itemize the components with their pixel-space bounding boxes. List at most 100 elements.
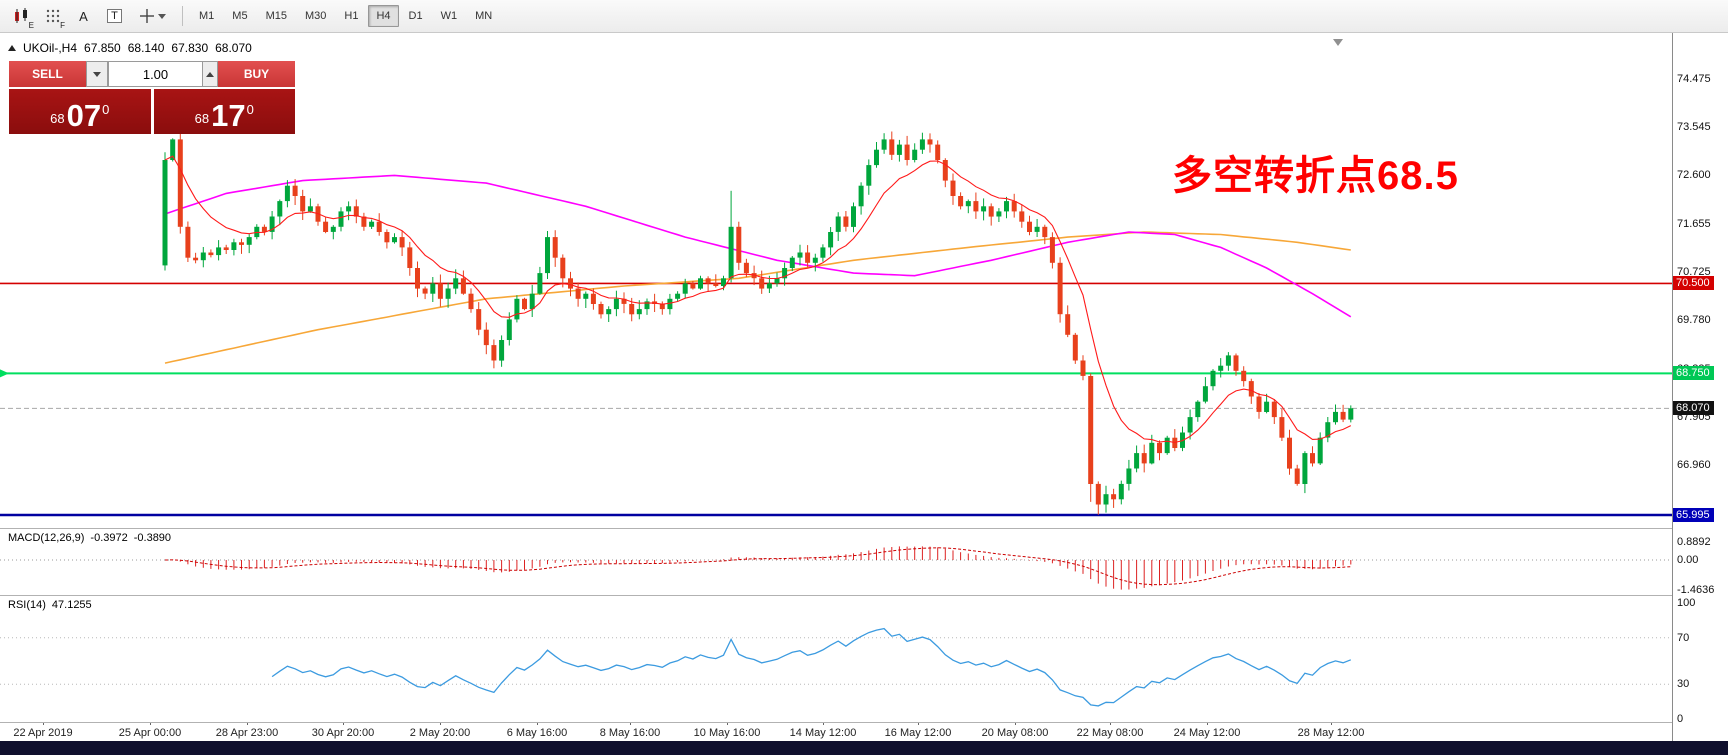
time-tick xyxy=(727,722,728,725)
rsi-pane[interactable] xyxy=(0,595,1672,722)
time-label: 6 May 16:00 xyxy=(506,727,568,739)
chevron-up-icon xyxy=(206,71,214,77)
price-badge-68070: 68.070 xyxy=(1673,401,1714,416)
rsi-label: RSI(14) 47.1255 xyxy=(8,599,92,611)
chevron-down-icon xyxy=(93,71,101,77)
icon-sub-e: E xyxy=(28,20,34,30)
time-tick xyxy=(440,722,441,725)
sell-button[interactable]: SELL xyxy=(9,61,86,87)
ask-price-box[interactable]: 68 17 0 xyxy=(153,89,295,134)
macd-histogram xyxy=(172,546,1352,590)
price-chart-pane[interactable] xyxy=(0,33,1672,528)
ma-red xyxy=(164,155,1352,444)
macd-axis-label: -1.4636 xyxy=(1677,583,1715,596)
indicator-grid-icon[interactable]: F xyxy=(39,4,66,30)
pane-divider-rsi[interactable] xyxy=(0,595,1728,596)
time-tick xyxy=(1110,722,1111,725)
price-scale[interactable]: 74.47573.54572.60071.65570.72569.78068.8… xyxy=(1672,33,1728,741)
ohlc-high: 68.140 xyxy=(127,41,165,55)
title-marker-icon xyxy=(8,45,16,51)
chart-window: UKOil-,H4 67.850 68.140 67.830 68.070 SE… xyxy=(0,33,1728,741)
rsi-name: RSI(14) xyxy=(8,599,46,611)
timeframe-button-MN[interactable]: MN xyxy=(475,10,493,22)
time-label: 22 May 08:00 xyxy=(1076,727,1144,739)
timeframe-button-M5[interactable]: M5 xyxy=(232,10,248,22)
timeframe-button-H4[interactable]: H4 xyxy=(368,5,399,27)
rsi-axis-label: 70 xyxy=(1677,631,1690,644)
toolbar-separator xyxy=(182,6,183,26)
chevron-down-icon xyxy=(157,13,166,19)
timeframe-button-D1[interactable]: D1 xyxy=(408,10,423,22)
symbol-period-label: UKOil-,H4 xyxy=(23,41,78,55)
time-tick xyxy=(1207,722,1208,725)
macd-axis-label: 0.8892 xyxy=(1677,536,1711,548)
rsi-axis-label: 100 xyxy=(1677,597,1696,609)
macd-name: MACD(12,26,9) xyxy=(8,532,85,544)
bid-big-figure: 68 xyxy=(50,111,65,126)
green-line-arrow-icon xyxy=(0,369,9,378)
timeframe-button-H1[interactable]: H1 xyxy=(344,10,359,22)
chart-annotation-text[interactable]: 多空转折点68.5 xyxy=(1172,154,1459,198)
bid-point: 0 xyxy=(102,102,110,117)
ohlc-close: 68.070 xyxy=(215,41,252,55)
text-label-tool-icon[interactable]: A xyxy=(79,8,88,24)
time-label: 10 May 16:00 xyxy=(693,727,761,739)
time-tick xyxy=(150,722,151,725)
volume-increment-button[interactable] xyxy=(203,61,218,87)
cursor-tool-icon[interactable] xyxy=(132,4,172,29)
price-tick-label: 69.780 xyxy=(1677,314,1711,327)
text-box-tool-icon[interactable]: T xyxy=(101,4,128,29)
status-bar xyxy=(0,741,1728,755)
time-tick xyxy=(823,722,824,725)
bid-pips: 07 xyxy=(66,98,102,133)
one-click-trade-panel: SELL 1.00 BUY 68 07 0 68 17 0 xyxy=(9,61,295,134)
timeframe-button-M30[interactable]: M30 xyxy=(304,10,327,22)
rsi-line xyxy=(271,627,1352,707)
ohlc-low: 67.830 xyxy=(171,41,209,55)
time-label: 28 Apr 23:00 xyxy=(215,727,279,739)
ma-magenta xyxy=(164,174,1352,318)
macd-label: MACD(12,26,9) -0.3972 -0.3890 xyxy=(8,532,171,544)
candles-layer xyxy=(162,130,1354,515)
macd-main-value: -0.3972 xyxy=(90,532,128,544)
macd-pane[interactable] xyxy=(0,528,1672,595)
bid-price-box[interactable]: 68 07 0 xyxy=(9,89,151,134)
crosshair-glyph xyxy=(139,9,154,23)
time-label: 14 May 12:00 xyxy=(789,727,857,739)
time-tick xyxy=(537,722,538,725)
buy-button[interactable]: BUY xyxy=(218,61,295,87)
trade-panel-prices: 68 07 0 68 17 0 xyxy=(9,89,295,134)
time-scale[interactable]: 22 Apr 2019 25 Apr 00:00 28 Apr 23:00 30 Ap… xyxy=(0,722,1672,741)
price-tick-label: 74.475 xyxy=(1677,73,1711,85)
time-label: 20 May 08:00 xyxy=(981,727,1049,739)
pane-divider-macd[interactable] xyxy=(0,528,1728,529)
timeframe-toolbar: M1 M5 M15 M30 H1 H4 D1 W1 MN xyxy=(191,5,500,27)
time-tick xyxy=(247,722,248,725)
ask-point: 0 xyxy=(246,102,254,117)
timeframe-button-W1[interactable]: W1 xyxy=(440,10,458,22)
price-tick-label: 72.600 xyxy=(1677,169,1711,182)
timeframe-button-M15[interactable]: M15 xyxy=(265,10,287,22)
macd-signal-line xyxy=(164,547,1351,586)
rsi-axis-label: 0 xyxy=(1677,713,1684,725)
icon-sub-f: F xyxy=(60,20,65,30)
time-tick xyxy=(43,722,44,725)
time-label: 28 May 12:00 xyxy=(1297,727,1365,739)
time-tick xyxy=(630,722,631,725)
time-label: 16 May 12:00 xyxy=(884,727,952,739)
rsi-axis-label: 30 xyxy=(1677,678,1690,691)
macd-signal-value: -0.3890 xyxy=(133,532,172,544)
volume-input[interactable]: 1.00 xyxy=(108,61,203,87)
timeframe-button-M1[interactable]: M1 xyxy=(199,10,215,22)
ask-big-figure: 68 xyxy=(194,111,210,126)
pane-divider-time xyxy=(0,722,1728,723)
price-tick-label: 70.725 xyxy=(1677,265,1711,278)
chart-shift-marker-icon xyxy=(1333,39,1343,46)
volume-dropdown-button[interactable] xyxy=(86,61,108,87)
ma-orange xyxy=(164,231,1351,364)
time-label: 8 May 16:00 xyxy=(599,727,661,739)
time-label: 22 Apr 2019 xyxy=(13,727,73,739)
new-chart-icon[interactable]: E xyxy=(8,4,35,30)
time-label: 24 May 12:00 xyxy=(1173,727,1241,739)
macd-axis-label: 0.00 xyxy=(1677,554,1699,566)
